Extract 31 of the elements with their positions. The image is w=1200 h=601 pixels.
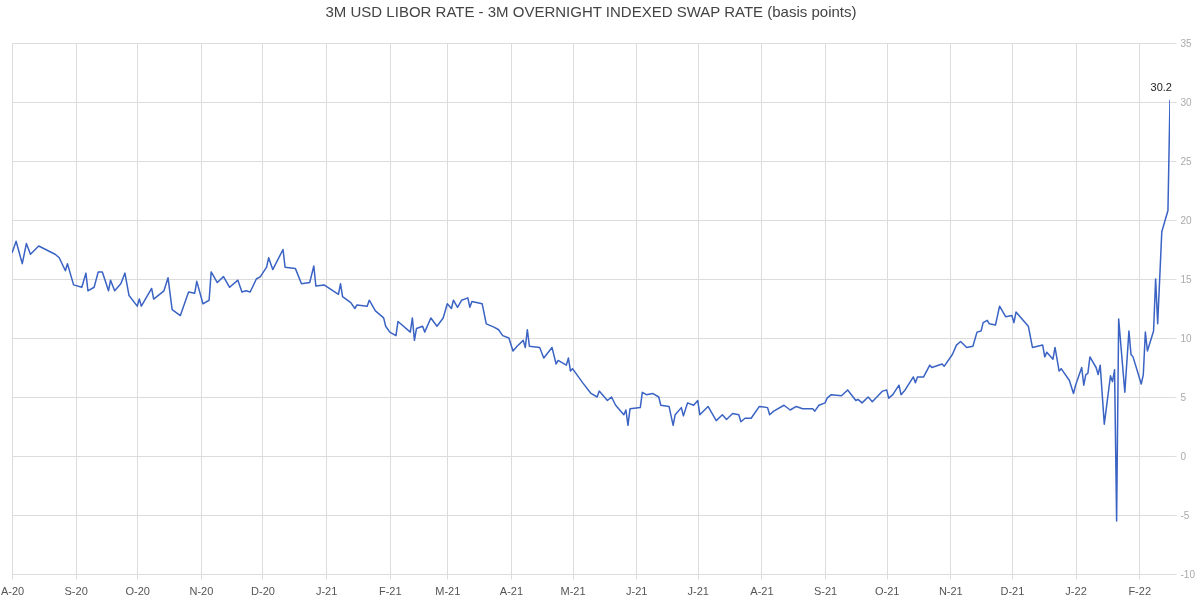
y-tick-label: -5 [1180,509,1190,521]
x-tick-label: J-21 [687,584,709,597]
annotation: 30.2 [1150,80,1172,93]
y-tick-label: 5 [1180,391,1187,403]
chart-title: 3M USD LIBOR RATE - 3M OVERNIGHT INDEXED SWAP RATE (basis points) [325,3,857,20]
y-tick-label: -10 [1180,568,1196,580]
x-tick-label: D-21 [1000,584,1025,597]
x-tick-label: A-21 [499,584,524,597]
x-tick-label: D-20 [251,584,275,597]
x-tick-label: M-21 [435,584,461,597]
x-tick-label: A-20 [0,584,25,597]
x-tick-label: F-22 [1128,584,1152,597]
x-tick-label: O-20 [125,584,150,597]
x-tick-label: M-21 [560,584,586,597]
y-tick-label: 30 [1180,96,1193,108]
x-tick-label: N-21 [938,584,963,597]
x-tick-label: S-21 [813,584,838,597]
x-tick-label: J-21 [625,584,648,597]
x-tick-label: O-21 [874,584,900,597]
x-tick-label: F-21 [378,584,402,597]
x-tick-label: S-20 [64,584,88,597]
x-tick-label: J-22 [1065,584,1087,597]
x-tick-label: J-21 [315,584,338,597]
y-tick-label: 10 [1180,332,1193,344]
x-tick-label: N-20 [189,584,214,597]
y-tick-label: 20 [1180,214,1193,226]
x-tick-label: A-21 [750,584,774,597]
y-tick-label: 25 [1180,155,1193,167]
y-tick-label: 0 [1180,450,1187,462]
y-tick-label: 35 [1180,37,1193,49]
y-tick-label: 15 [1180,273,1193,285]
